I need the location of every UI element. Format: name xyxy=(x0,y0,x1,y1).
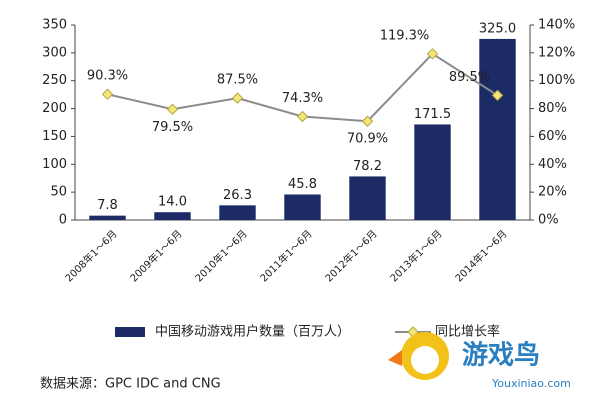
line-value-label: 70.9% xyxy=(347,132,388,147)
y-tick-label: 100 xyxy=(42,157,67,172)
line-value-label: 89.5% xyxy=(449,70,490,85)
plot: 0 50 100 150 200 250 300 350 0% 20% 40% 60% 80% 100% 1… xyxy=(42,18,575,285)
watermark-name: 游戏鸟 xyxy=(462,340,540,371)
bar-value-label: 78.2 xyxy=(353,159,382,174)
y2-tick-label: 120% xyxy=(538,45,575,60)
bar xyxy=(414,124,451,220)
bar xyxy=(284,194,321,220)
x-tick-label: 2014年1～6月 xyxy=(452,227,509,284)
x-tick-label: 2013年1～6月 xyxy=(387,227,444,284)
y2-tick-label: 60% xyxy=(538,129,567,144)
bar xyxy=(219,205,256,220)
watermark-logo xyxy=(411,346,439,374)
y-tick-label: 350 xyxy=(42,18,67,33)
x-tick-label: 2012年1～6月 xyxy=(322,227,379,284)
line-value-label: 119.3% xyxy=(380,28,430,43)
line-value-label: 90.3% xyxy=(87,69,128,84)
line-marker xyxy=(491,89,504,102)
line-marker xyxy=(101,88,114,100)
legend-swatch xyxy=(115,327,145,337)
bar xyxy=(89,215,126,220)
line-value-label: 74.3% xyxy=(282,91,323,106)
x-tick-label: 2010年1～6月 xyxy=(192,227,249,284)
y-tick-label: 200 xyxy=(42,101,67,116)
line-marker xyxy=(426,48,439,60)
y-tick-label: 0 xyxy=(59,213,67,228)
legend-label: 同比增长率 xyxy=(435,324,500,340)
bar xyxy=(154,212,191,220)
y2-tick-label: 100% xyxy=(538,73,575,88)
x-tick-label: 2009年1～6月 xyxy=(127,227,184,284)
line-value-label: 87.5% xyxy=(217,73,258,88)
y-tick-label: 250 xyxy=(42,73,67,88)
line-value-label: 79.5% xyxy=(152,120,193,135)
bar xyxy=(479,38,516,220)
y-tick-label: 150 xyxy=(42,129,67,144)
y2-tick-label: 0% xyxy=(538,213,559,228)
bar-value-label: 26.3 xyxy=(223,188,252,203)
bar-value-label: 171.5 xyxy=(414,107,451,122)
y-tick-label: 300 xyxy=(42,45,67,60)
bar xyxy=(349,176,386,220)
y2-tick-label: 40% xyxy=(538,157,567,172)
bar-value-label: 45.8 xyxy=(288,177,317,192)
line-marker xyxy=(166,103,179,115)
x-tick-label: 2008年1～6月 xyxy=(62,227,119,284)
line-marker xyxy=(231,92,244,104)
watermark: 游戏鸟 Youxiniao.com xyxy=(388,332,571,390)
y-tick-label: 50 xyxy=(50,185,67,200)
watermark-logo xyxy=(388,350,402,366)
source-note: 数据来源：GPC IDC and CNG xyxy=(40,377,221,392)
legend-label: 中国移动游戏用户数量（百万人） xyxy=(155,324,350,340)
x-tick-label: 2011年1～6月 xyxy=(257,227,314,284)
y2-tick-label: 20% xyxy=(538,185,567,200)
legend: 中国移动游戏用户数量（百万人） 同比增长率 xyxy=(115,324,500,340)
y2-tick-label: 80% xyxy=(538,101,567,116)
bar-value-label: 14.0 xyxy=(158,195,187,210)
bar-value-label: 7.8 xyxy=(97,198,118,213)
line-marker xyxy=(361,115,374,127)
watermark-site: Youxiniao.com xyxy=(491,377,571,390)
line-marker xyxy=(296,110,309,123)
bar-value-label: 325.0 xyxy=(479,21,516,36)
y2-tick-label: 140% xyxy=(538,18,575,33)
